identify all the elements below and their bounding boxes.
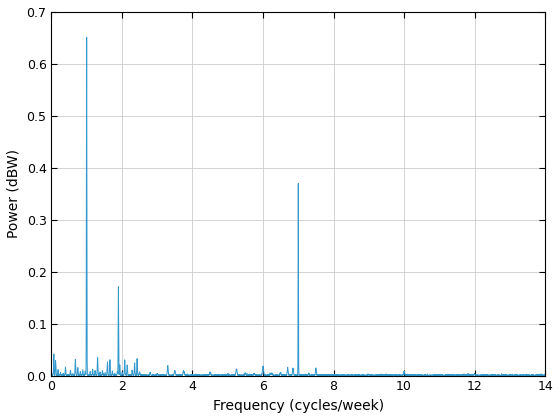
X-axis label: Frequency (cycles/week): Frequency (cycles/week) (213, 399, 384, 413)
Y-axis label: Power (dBW): Power (dBW) (7, 149, 21, 238)
